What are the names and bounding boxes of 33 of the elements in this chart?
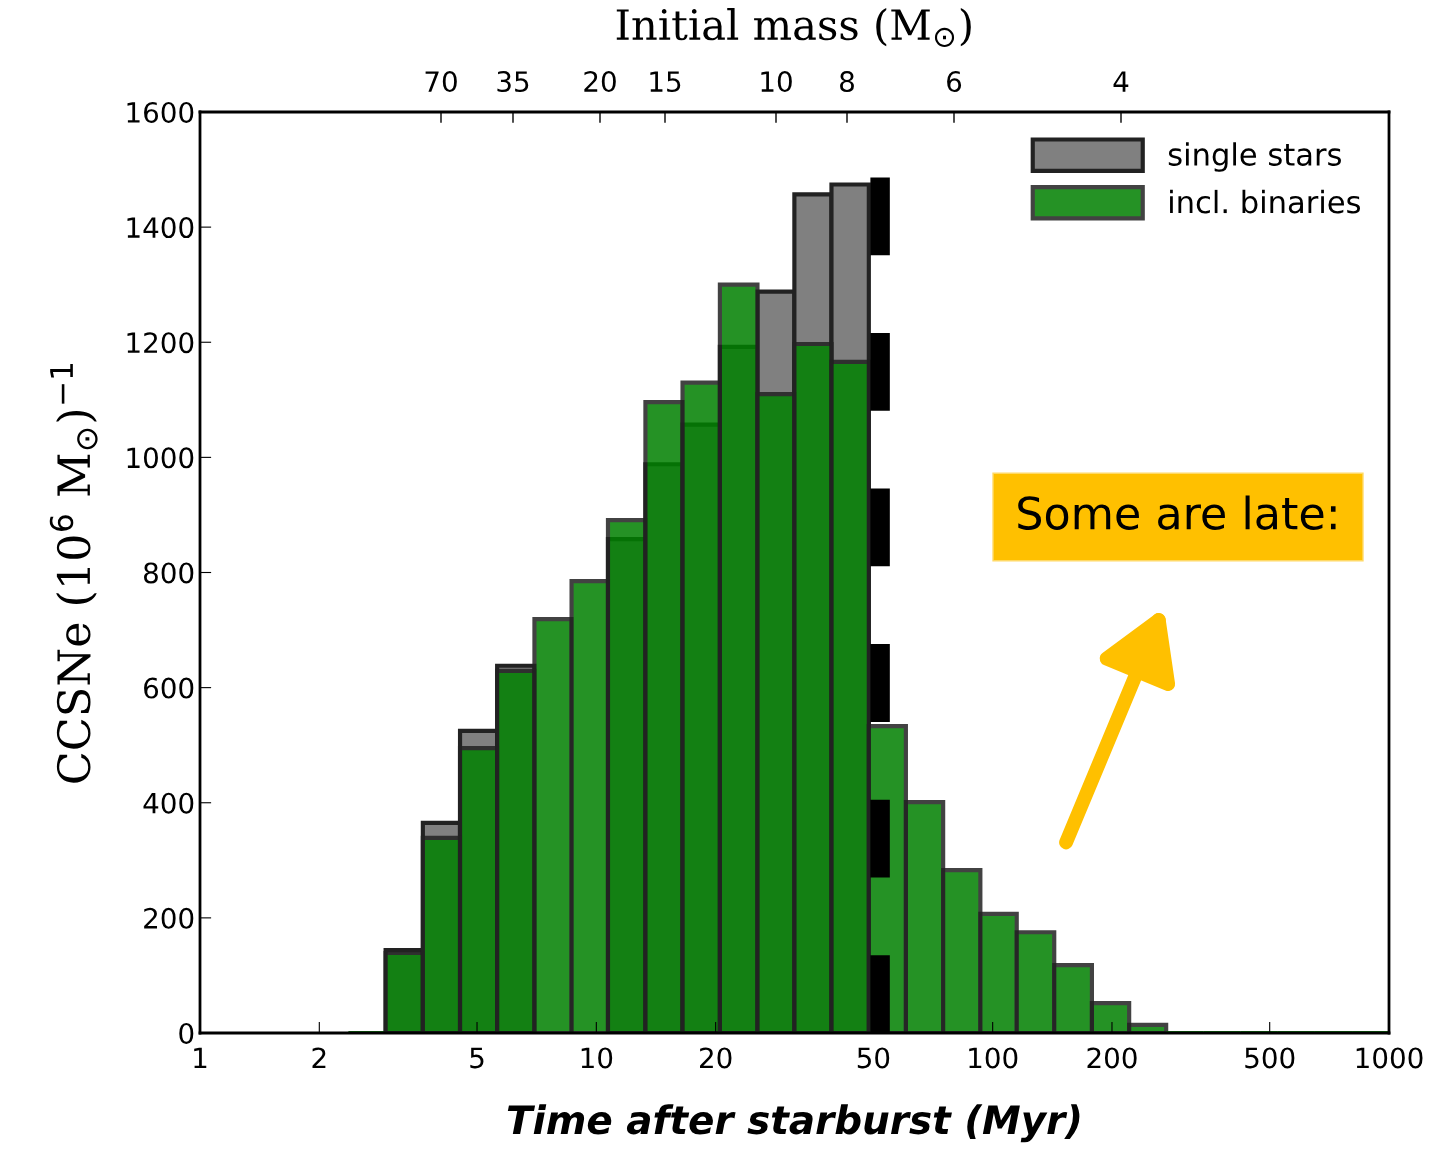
y-tick-label: 1000 xyxy=(127,447,194,469)
y-tick-label: 1200 xyxy=(127,332,194,354)
x-tick-label: 1 xyxy=(194,1047,207,1068)
x-tick-label: 500 xyxy=(1245,1047,1295,1069)
y-tick-label: 1600 xyxy=(127,101,194,123)
annotation: Some are late: xyxy=(1018,495,1336,530)
x-tick-label: 50 xyxy=(857,1047,890,1069)
text: 8 xyxy=(840,71,854,93)
text: 35 xyxy=(497,71,529,93)
x-tick-label: 5 xyxy=(470,1047,484,1069)
y-tick-label: 400 xyxy=(143,792,194,814)
text: 10 xyxy=(761,71,792,93)
y-tick-label: 200 xyxy=(144,907,194,929)
x-axis-title: Time after starburst (Myr) xyxy=(507,1104,1080,1143)
chart-title: Initial mass (M$_{⊙}$) xyxy=(616,8,971,48)
y-axis-title: CCSNe (10$^{6}$ M$_{⊙}$)$^{−1}$ xyxy=(49,363,98,783)
x-tick-label: 10 xyxy=(581,1047,613,1069)
y-tick-label: 600 xyxy=(144,677,194,699)
text: 70 xyxy=(425,71,457,93)
text: 15 xyxy=(650,71,681,93)
x-tick-label: 20 xyxy=(700,1047,732,1069)
text: 4 xyxy=(1113,71,1129,92)
legend-label: incl. binaries xyxy=(1170,189,1361,214)
text: 6 xyxy=(947,71,962,93)
y-tick-label: 800 xyxy=(144,562,194,584)
legend-label: single stars xyxy=(1168,142,1341,172)
x-tick-label: 200 xyxy=(1087,1047,1137,1069)
x-tick-label: 2 xyxy=(312,1047,326,1068)
y-tick-label: 0 xyxy=(179,1022,194,1044)
x-tick-label: 100 xyxy=(969,1047,1018,1069)
y-tick-label: 1400 xyxy=(127,217,194,239)
x-tick-label: 1000 xyxy=(1356,1047,1423,1069)
text: 20 xyxy=(584,71,616,93)
